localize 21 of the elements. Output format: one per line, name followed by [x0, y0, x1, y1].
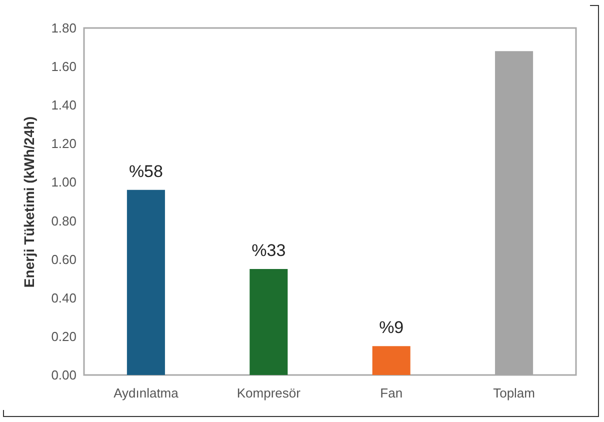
- annotation: %9: [379, 318, 404, 338]
- y-tick-label: 1.80: [51, 20, 76, 36]
- annotation: %58: [128, 162, 163, 181]
- y-tick-label: 1.20: [51, 136, 76, 152]
- y-tick-label: 0.80: [51, 213, 76, 228]
- x-tick-label: Kompresör: [236, 386, 302, 400]
- y-axis-title: Enerji Tüketimi (kWh/24h): [21, 116, 38, 288]
- x-tick-label: Aydınlatma: [114, 386, 180, 400]
- y-tick-label: 1.60: [51, 59, 76, 74]
- y-tick-label: 0.20: [51, 328, 76, 344]
- bar: [372, 346, 410, 375]
- y-tick-label: 0.00: [51, 368, 76, 382]
- y-tick-label: 0.60: [51, 252, 76, 267]
- bar: [250, 268, 288, 375]
- annotation: %33: [252, 240, 286, 260]
- y-tick-label: 1.40: [51, 98, 76, 113]
- y-tick-label: 1.00: [51, 174, 76, 190]
- x-tick-label: Fan: [380, 386, 403, 400]
- y-tick-label: 0.40: [51, 290, 76, 306]
- bar: [126, 190, 165, 375]
- x-tick-label: Toplam: [493, 386, 535, 400]
